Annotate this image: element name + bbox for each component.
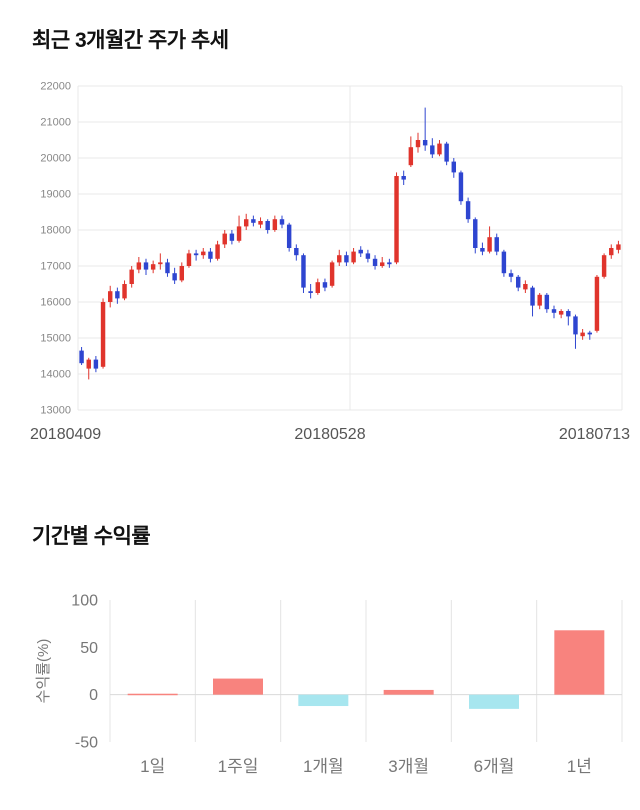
candlestick-plot: 22000 21000 20000 19000 18000 17000 16000 15000… xyxy=(40,81,623,417)
svg-text:18000: 18000 xyxy=(40,225,71,237)
returns-bar-chart: 100 50 0 -50 수익률(%) 1일 1주일 1개월 3개월 6개월 1년 xyxy=(30,590,630,782)
svg-text:3개월: 3개월 xyxy=(388,757,429,776)
returns-title: 기간별 수익률 xyxy=(32,525,151,548)
x-axis-label-mid: 20180528 xyxy=(294,426,366,443)
svg-text:17000: 17000 xyxy=(40,261,71,273)
svg-text:수익률(%): 수익률(%) xyxy=(35,639,52,704)
svg-text:100: 100 xyxy=(71,593,98,610)
svg-text:22000: 22000 xyxy=(40,81,71,93)
svg-text:1년: 1년 xyxy=(567,757,592,776)
svg-text:13000: 13000 xyxy=(40,405,71,417)
svg-text:15000: 15000 xyxy=(40,333,71,345)
price-trend-title: 최근 3개월간 주가 추세 xyxy=(32,29,229,52)
candlestick-chart: 22000 21000 20000 19000 18000 17000 16000 15000… xyxy=(30,76,630,444)
svg-text:0: 0 xyxy=(89,687,98,704)
candlestick-x-axis: 20180409 20180528 20180713 xyxy=(30,426,630,444)
svg-text:1주일: 1주일 xyxy=(218,757,259,776)
svg-text:-50: -50 xyxy=(75,735,98,752)
x-axis-label-end: 20180713 xyxy=(558,426,630,443)
svg-text:14000: 14000 xyxy=(40,369,71,381)
svg-text:6개월: 6개월 xyxy=(474,757,515,776)
bar-plot: 100 50 0 -50 수익률(%) 1일 1주일 1개월 3개월 6개월 1년 xyxy=(35,593,623,776)
x-axis-label-start: 20180409 xyxy=(30,426,102,443)
svg-text:21000: 21000 xyxy=(40,117,71,129)
page: 최근 3개월간 주가 추세 22000 21000 20000 19000 18000 1… xyxy=(30,24,630,782)
price-trend-section: 최근 3개월간 주가 추세 22000 21000 20000 19000 18000 1… xyxy=(30,24,630,444)
svg-text:20000: 20000 xyxy=(40,153,71,165)
svg-text:1일: 1일 xyxy=(140,757,165,776)
svg-text:19000: 19000 xyxy=(40,189,71,201)
svg-text:50: 50 xyxy=(80,640,98,657)
svg-text:1개월: 1개월 xyxy=(303,757,344,776)
returns-section: 기간별 수익률 100 50 0 -50 수익률(%) 1일 1주일 1개월 3개월 6개월 1년 xyxy=(30,520,630,782)
svg-text:16000: 16000 xyxy=(40,297,71,309)
